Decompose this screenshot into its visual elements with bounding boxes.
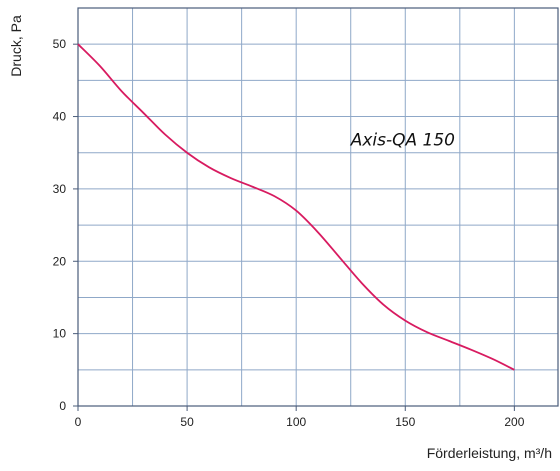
- y-tick-label: 0: [59, 399, 66, 413]
- grid: [78, 7, 558, 406]
- series-line: [77, 43, 515, 371]
- curve-annotation: Axis-QA 150: [350, 130, 455, 150]
- x-tick-label: 100: [286, 415, 306, 429]
- y-tick-label: 10: [53, 327, 67, 341]
- axes: [73, 7, 559, 411]
- x-tick-label: 0: [75, 415, 82, 429]
- y-tick-label: 50: [53, 37, 67, 51]
- y-axis-title: Druck, Pa: [8, 15, 24, 77]
- tick-labels: 0 50 100 150 200 0 10 20 30 40 50: [53, 37, 525, 429]
- y-tick-label: 20: [53, 254, 67, 268]
- x-axis-title: Förderleistung, m³/h: [427, 445, 552, 461]
- y-tick-label: 30: [53, 182, 67, 196]
- y-tick-label: 40: [53, 110, 67, 124]
- x-tick-label: 150: [395, 415, 415, 429]
- x-tick-label: 50: [180, 415, 194, 429]
- plot-frame: [77, 7, 559, 407]
- x-tick-label: 200: [504, 415, 524, 429]
- plot-area: [78, 8, 558, 406]
- series-layer: [77, 43, 515, 371]
